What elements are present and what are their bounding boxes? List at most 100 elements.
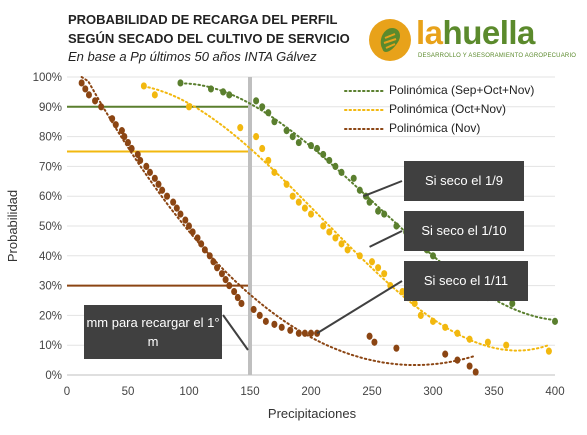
data-point-nov [194, 234, 201, 242]
callout-oct: Si seco el 1/10 [404, 211, 524, 251]
data-point-nov [238, 299, 245, 308]
data-point-nov [109, 115, 116, 123]
data-point-oct [332, 234, 339, 242]
legend-item-nov: Polinómica (Nov) [343, 121, 480, 135]
data-point-oct [283, 180, 290, 188]
y-tick-label: 70% [39, 161, 62, 173]
data-point-sep [295, 138, 302, 147]
y-tick-label: 50% [39, 221, 62, 233]
x-tick-label: 100 [179, 386, 198, 398]
data-point-sep [226, 91, 233, 99]
data-point-nov [78, 79, 85, 87]
data-point-oct [454, 329, 461, 337]
data-point-sep [350, 174, 357, 182]
data-point-nov [143, 162, 150, 170]
legend-label-nov: Polinómica (Nov) [389, 121, 481, 135]
data-point-oct [295, 198, 302, 206]
data-point-sep [271, 118, 278, 126]
x-tick-label: 150 [240, 386, 259, 398]
y-tick-label: 100% [33, 72, 62, 84]
data-point-sep [220, 88, 227, 96]
callout-pointer [369, 230, 403, 248]
legend-swatch-oct [344, 108, 384, 111]
callout-mm: mm para recargar el 1° m [84, 305, 222, 359]
data-point-nov [182, 216, 189, 224]
callout-pointer [222, 314, 249, 351]
y-tick-label: 80% [39, 132, 62, 144]
data-point-nov [234, 293, 241, 302]
data-point-sep [509, 299, 516, 308]
data-point-oct [289, 192, 296, 200]
data-point-nov [287, 326, 294, 334]
y-tick-label: 40% [39, 251, 62, 263]
data-point-nov [198, 240, 205, 248]
data-point-oct [381, 270, 388, 278]
data-point-nov [271, 320, 278, 328]
data-point-sep [283, 127, 290, 135]
y-tick-label: 60% [39, 191, 62, 203]
chart-subtitle: En base a Pp últimos 50 años INTA Gálvez [68, 49, 317, 64]
data-point-nov [442, 350, 449, 358]
callout-nov: Si seco el 1/11 [404, 261, 528, 301]
logo-tagline: DESARROLLO Y ASESORAMIENTO AGROPECUARIO [418, 53, 577, 59]
data-point-nov [98, 103, 105, 111]
data-point-oct [545, 347, 552, 355]
logo-word: lahuella [416, 14, 535, 52]
data-point-nov [170, 198, 177, 206]
data-point-oct [326, 228, 333, 236]
data-point-nov [231, 287, 238, 296]
data-point-sep [289, 133, 296, 141]
data-point-oct [503, 341, 510, 349]
trend-lines [80, 76, 556, 366]
data-point-nov [128, 144, 135, 153]
title-line-2: SEGÚN SECADO DEL CULTIVO DE SERVICIO [68, 31, 350, 46]
data-point-sep [259, 103, 266, 111]
data-point-nov [262, 317, 269, 325]
x-tick-label: 50 [122, 386, 135, 398]
y-tick-label: 30% [39, 281, 62, 293]
data-point-sep [308, 141, 314, 150]
data-point-oct [442, 323, 449, 331]
x-tick-label: 0 [64, 386, 70, 398]
data-point-oct [369, 258, 375, 266]
data-point-oct [271, 168, 278, 176]
data-point-nov [118, 127, 125, 135]
data-point-nov [250, 305, 257, 314]
data-point-nov [121, 133, 128, 141]
data-point-nov [278, 323, 285, 331]
data-point-nov [454, 356, 461, 364]
data-point-oct [466, 335, 473, 343]
logo-word-la: la [416, 14, 443, 51]
x-tick-label: 350 [484, 386, 503, 398]
legend-label-sep: Polinómica (Sep+Oct+Nov) [389, 83, 535, 97]
data-point-sep [320, 150, 327, 159]
data-point-oct [308, 210, 314, 218]
y-tick-label: 20% [39, 310, 62, 322]
data-point-sep [393, 222, 400, 230]
lahuella-logo: lahuella DESARROLLO Y ASESORAMIENTO AGRO… [368, 14, 576, 64]
data-point-nov [155, 180, 162, 188]
y-axis-label: Probabilidad [5, 190, 20, 262]
data-point-sep [338, 168, 345, 176]
data-point-oct [237, 124, 244, 132]
data-point-nov [159, 186, 166, 194]
data-point-oct [338, 240, 345, 248]
x-tick-label: 250 [362, 386, 381, 398]
data-point-oct [356, 252, 363, 260]
legend-swatch-sep [344, 89, 384, 92]
legend-label-oct: Polinómica (Oct+Nov) [389, 102, 507, 116]
data-point-nov [85, 91, 92, 99]
data-point-sep [552, 317, 558, 325]
data-point-oct [375, 264, 382, 272]
trendline-sep [179, 82, 556, 322]
callout-pointer [363, 180, 403, 198]
data-point-nov [366, 332, 373, 340]
data-point-nov [189, 228, 196, 236]
x-tick-label: 400 [545, 386, 564, 398]
data-point-nov [226, 282, 233, 290]
data-point-sep [207, 85, 214, 93]
data-point-sep [381, 210, 388, 218]
data-point-oct [186, 103, 192, 111]
data-point-sep [326, 156, 333, 165]
